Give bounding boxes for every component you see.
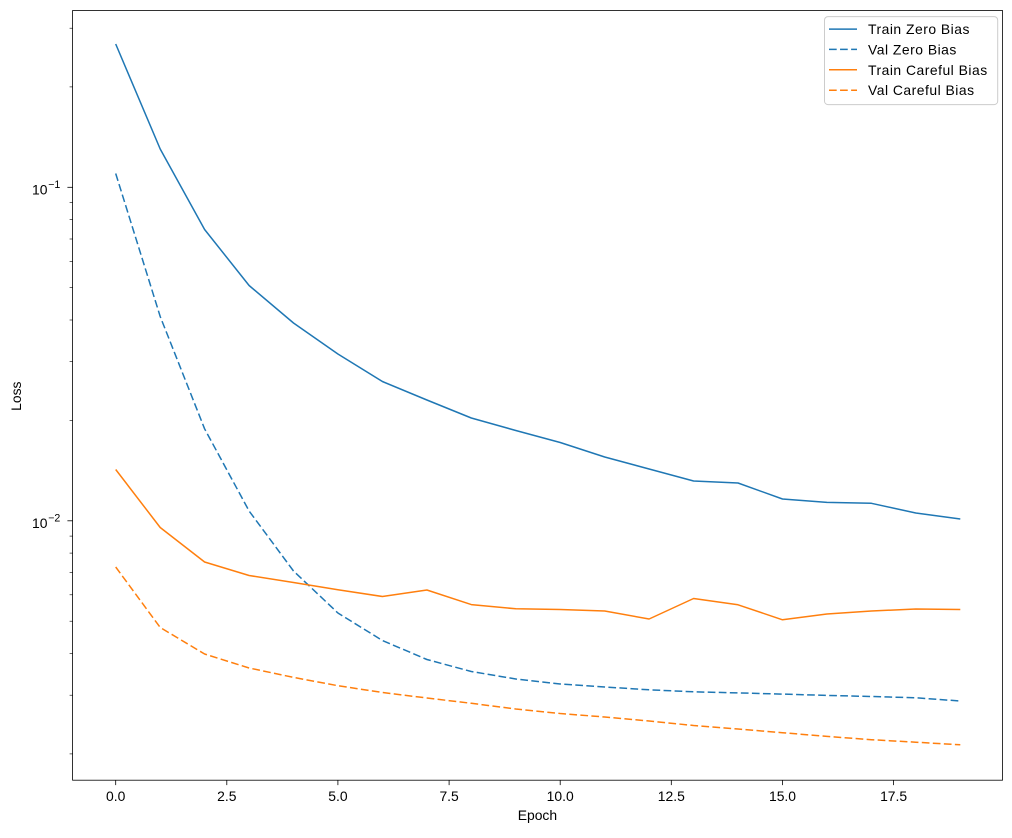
svg-text:10: 10 [32,181,48,197]
svg-text:Train Careful Bias: Train Careful Bias [868,62,988,78]
svg-text:Epoch: Epoch [518,807,557,823]
svg-text:5.0: 5.0 [328,788,348,804]
svg-text:2.5: 2.5 [217,788,237,804]
svg-text:Train Zero Bias: Train Zero Bias [868,21,970,37]
svg-text:−1: −1 [48,179,60,191]
svg-text:Val Careful Bias: Val Careful Bias [868,82,975,98]
svg-text:Loss: Loss [8,381,24,410]
svg-text:15.0: 15.0 [769,788,796,804]
svg-text:12.5: 12.5 [658,788,685,804]
svg-text:17.5: 17.5 [880,788,907,804]
svg-text:10.0: 10.0 [547,788,574,804]
svg-text:−2: −2 [48,513,60,525]
svg-text:10: 10 [32,515,48,531]
svg-text:0.0: 0.0 [106,788,126,804]
svg-text:Val Zero Bias: Val Zero Bias [868,41,957,57]
svg-text:7.5: 7.5 [439,788,459,804]
